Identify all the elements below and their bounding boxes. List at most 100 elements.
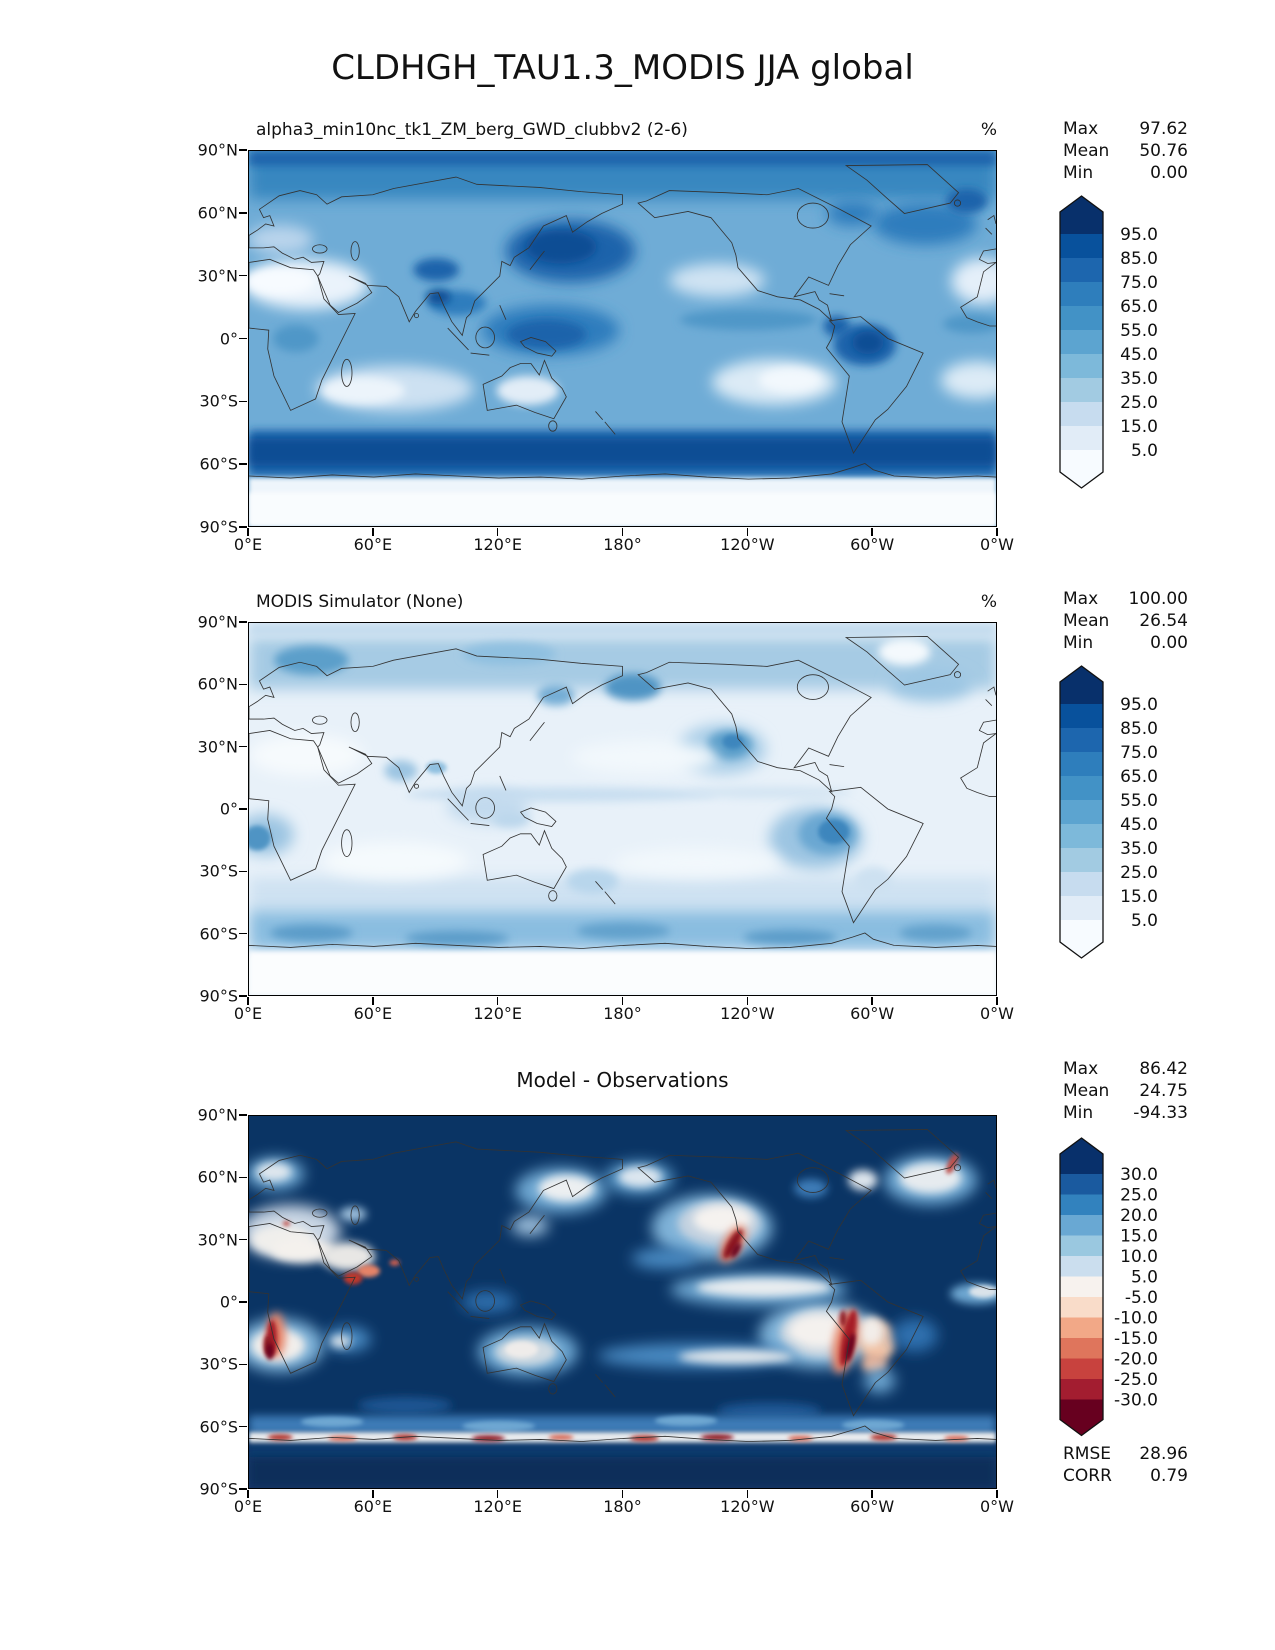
lat-tick-label: 30°S [199, 391, 238, 411]
map-obs-field [248, 622, 997, 996]
lat-tick-label: 30°S [199, 1354, 238, 1374]
stat-row: Min -94.33 [1063, 1103, 1188, 1123]
colorbar: 95.0 85.0 75.0 65.0 55.0 45.0 35.0 25.0 15.0 5.0 [1059, 195, 1158, 489]
colorbar-tick-label: 15.0 [1120, 417, 1158, 437]
lon-tick-mark [871, 1490, 873, 1498]
lat-tick-label: 90°N [197, 612, 238, 632]
lon-tick-mark [372, 997, 374, 1005]
lon-tick-label: 0°W [980, 1497, 1014, 1516]
lat-tick-label: 60°S [199, 454, 238, 474]
colorbar-tick-label: 5.0 [1131, 1268, 1158, 1288]
lat-tick-mark [239, 1238, 247, 1241]
panel-title: alpha3_min10nc_tk1_ZM_berg_GWD_clubbv2 (… [256, 120, 688, 140]
colorbar-tick-label: 35.0 [1120, 369, 1158, 389]
lat-tick-label: 0° [219, 1292, 238, 1312]
lat-tick-label: 60°N [197, 1167, 238, 1187]
lat-tick-label: 30°N [197, 1230, 238, 1250]
lat-tick-mark [239, 932, 247, 935]
stat-row: Mean 50.76 [1063, 141, 1188, 161]
lon-tick-mark [871, 997, 873, 1005]
lon-tick-label: 60°W [850, 535, 895, 554]
rmse-corr-block: RMSE 28.96 CORR 0.79 [1063, 1443, 1188, 1487]
stat-row: Mean 26.54 [1063, 611, 1188, 631]
lat-tick-mark [239, 337, 247, 340]
stat-row: Max 86.42 [1063, 1059, 1188, 1079]
lat-tick-label: 90°N [197, 1105, 238, 1125]
lat-tick-mark [239, 683, 247, 686]
lat-tick-mark [239, 212, 247, 214]
map-diff-field [248, 1115, 997, 1489]
lon-tick-label: 60°W [850, 1004, 895, 1023]
stat-row: Max 100.00 [1063, 589, 1188, 609]
colorbar: 30.025.020.015.010.05.0-5.0-10.0-15.0-20… [1059, 1137, 1158, 1437]
lon-tick-mark [621, 528, 624, 536]
lat-tick-mark [239, 463, 247, 465]
colorbar-tick-label: 5.0 [1131, 911, 1158, 931]
lat-tick-mark [239, 1363, 247, 1366]
colorbar-tick-label: 55.0 [1120, 321, 1158, 341]
colorbar: 95.0 85.0 75.0 65.0 55.0 45.0 35.0 25.0 15.0 5.0 [1059, 665, 1158, 959]
lat-tick-label: 60°N [197, 203, 238, 223]
colorbar-tick-label: -10.0 [1114, 1309, 1158, 1329]
lon-tick-label: 120°W [720, 1497, 775, 1516]
lat-tick-mark [239, 274, 247, 277]
colorbar-tick-label: 65.0 [1120, 297, 1158, 317]
lon-tick-label: 60°E [353, 1004, 393, 1023]
lon-tick-mark [996, 1490, 998, 1498]
lat-tick-mark [239, 995, 247, 997]
lon-tick-label: 60°E [353, 1497, 393, 1516]
lon-tick-label: 0°E [233, 1004, 263, 1023]
lat-tick-label: 30°S [199, 861, 238, 881]
colorbar-tick-label: 35.0 [1120, 839, 1158, 859]
colorbar-tick-label: -30.0 [1114, 1391, 1158, 1411]
stat-row: Max 97.62 [1063, 119, 1188, 139]
lon-tick-label: 180° [603, 1004, 642, 1023]
colorbar-tick-label: 15.0 [1120, 887, 1158, 907]
lat-tick-label: 60°N [197, 674, 238, 694]
stat-row: RMSE 28.96 [1063, 1444, 1188, 1464]
lon-tick-label: 60°E [353, 535, 393, 554]
colorbar-tick-label: 45.0 [1120, 815, 1158, 835]
lat-tick-mark [239, 745, 247, 748]
colorbar-tick-label: -15.0 [1114, 1329, 1158, 1349]
lon-tick-mark [996, 997, 998, 1005]
colorbar-tick-label: 25.0 [1120, 863, 1158, 883]
lat-tick-mark [239, 149, 247, 151]
lat-tick-mark [239, 808, 247, 810]
colorbar-tick-label: 15.0 [1120, 1227, 1158, 1247]
stat-row: Min 0.00 [1063, 163, 1188, 183]
stats-block: Max 86.42 Mean 24.75 Min -94.33 [1063, 1058, 1188, 1124]
lon-tick-label: 120°E [473, 1497, 522, 1516]
lon-tick-mark [247, 528, 249, 536]
lat-tick-mark [239, 1488, 247, 1490]
lon-tick-label: 120°E [473, 1004, 522, 1023]
lon-tick-label: 120°E [473, 535, 522, 554]
colorbar-tick-label: 25.0 [1120, 1186, 1158, 1206]
lat-tick-mark [239, 870, 247, 873]
lon-tick-mark [496, 528, 499, 536]
panel-units-label: % [980, 592, 997, 612]
panel-title: MODIS Simulator (None) [256, 592, 464, 612]
lat-tick-label: 90°S [199, 1479, 238, 1499]
lat-tick-label: 90°S [199, 517, 238, 537]
lon-tick-label: 120°W [720, 535, 775, 554]
map-model-field [248, 150, 997, 527]
lon-tick-label: 0°E [233, 1497, 263, 1516]
lon-tick-mark [621, 1490, 624, 1498]
colorbar-tick-label: 75.0 [1120, 743, 1158, 763]
lat-tick-label: 30°N [197, 737, 238, 757]
lon-tick-label: 60°W [850, 1497, 895, 1516]
colorbar-tick-label: 10.0 [1120, 1247, 1158, 1267]
colorbar-tick-label: -20.0 [1114, 1350, 1158, 1370]
lon-tick-mark [746, 997, 749, 1005]
lon-tick-mark [746, 1490, 749, 1498]
colorbar-tick-label: 25.0 [1120, 393, 1158, 413]
colorbar-tick-label: 85.0 [1120, 719, 1158, 739]
lat-tick-mark [239, 621, 247, 623]
lat-tick-mark [239, 1114, 247, 1116]
colorbar-tick-label: 95.0 [1120, 695, 1158, 715]
lon-tick-mark [996, 528, 998, 536]
lon-tick-mark [746, 528, 749, 536]
lon-tick-mark [247, 1490, 249, 1498]
